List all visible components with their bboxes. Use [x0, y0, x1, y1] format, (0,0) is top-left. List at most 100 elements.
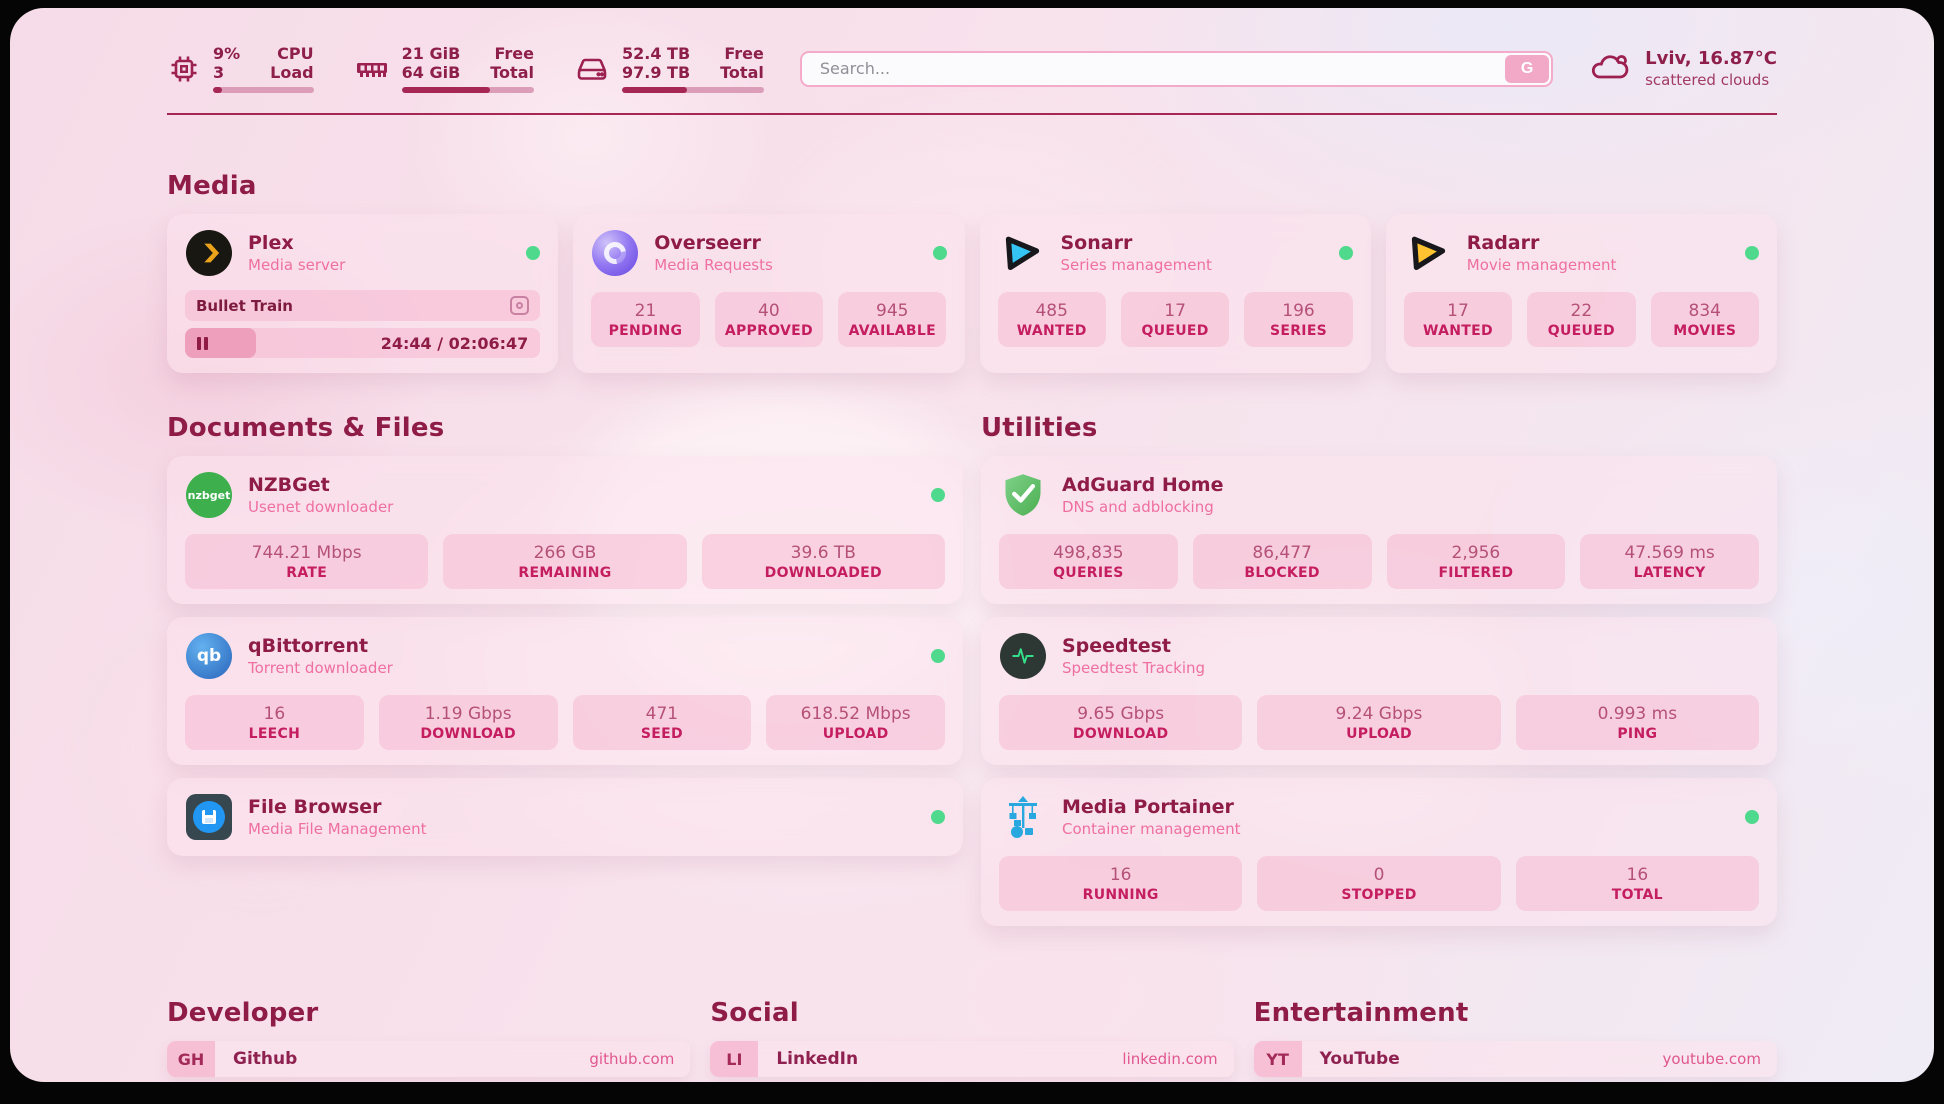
sonarr-icon [998, 229, 1046, 277]
status-dot [1745, 810, 1759, 825]
link-github[interactable]: GH Github github.com [167, 1041, 691, 1078]
link-tag: LI [710, 1041, 759, 1078]
section-title-social: Social [710, 998, 799, 1029]
card-title: AdGuard Home [1062, 474, 1224, 497]
card-subtitle: Container management [1062, 820, 1241, 839]
top-bar: 9% CPU 3 Load [167, 44, 1777, 94]
disk-icon [574, 52, 610, 86]
section-title-media: Media [167, 171, 257, 202]
card-title: Sonarr [1060, 232, 1133, 255]
status-dot [1338, 246, 1353, 261]
disk-free: 52.4 TB [621, 44, 691, 63]
playback-progress: 24:44 / 02:06:47 [185, 328, 541, 359]
search-engine-button[interactable]: G [1505, 54, 1550, 83]
card-subtitle: Media server [248, 256, 346, 275]
status-dot [931, 649, 945, 664]
card-subtitle: Usenet downloader [248, 498, 394, 517]
disk-progress [621, 87, 764, 94]
cloud-icon [1589, 48, 1631, 90]
header-divider [167, 113, 1777, 116]
link-youtube[interactable]: YT YouTube youtube.com [1253, 1041, 1777, 1078]
cpu-label2: Load [270, 63, 314, 83]
weather-location-temp: Lviv, 16.87°C [1645, 48, 1777, 70]
disk-total: 97.9 TB [621, 63, 691, 83]
session-icon [510, 296, 530, 316]
stat-blocked: 86,477 BLOCKED [1192, 534, 1372, 590]
cpu-progress [213, 87, 314, 94]
adguard-icon [999, 471, 1047, 519]
portainer-icon [999, 793, 1047, 841]
ram-widget: 21 GiB Free 64 GiB Total [354, 44, 534, 94]
card-nzbget[interactable]: nzbget NZBGet Usenet downloader 744.21 M… [167, 456, 963, 605]
now-playing-row: Bullet Train [185, 290, 541, 322]
card-title: Plex [248, 232, 294, 255]
stat-stopped: 0 STOPPED [1257, 856, 1501, 912]
search-input[interactable] [799, 50, 1554, 87]
stat-downloaded: 39.6 TB DOWNLOADED [701, 534, 945, 590]
card-title: Overseerr [654, 232, 761, 255]
disk-total-label: Total [720, 63, 764, 83]
radarr-icon [1404, 229, 1452, 277]
link-linkedin[interactable]: LI LinkedIn linkedin.com [710, 1041, 1234, 1078]
card-sonarr[interactable]: Sonarr Series management 485 WANTED 17 QUE… [979, 214, 1371, 374]
card-adguard[interactable]: AdGuard Home DNS and adblocking 498,835 Q… [981, 456, 1777, 605]
stat-ping: 0.993 ms PING [1515, 695, 1759, 751]
ram-free: 21 GiB [401, 44, 461, 63]
search-bar: G [799, 50, 1554, 87]
link-url: youtube.com [1662, 1050, 1761, 1069]
stat-upload: 9.24 Gbps UPLOAD [1257, 695, 1501, 751]
card-title: NZBGet [248, 474, 330, 497]
stat-total: 16 TOTAL [1515, 856, 1759, 912]
now-playing-title: Bullet Train [196, 296, 293, 315]
card-subtitle: Movie management [1466, 256, 1617, 275]
stat-upload: 618.52 Mbps UPLOAD [766, 695, 945, 751]
card-title: Speedtest [1062, 635, 1172, 658]
weather-widget[interactable]: Lviv, 16.87°C scattered clouds [1589, 48, 1777, 90]
stat-approved: 40 APPROVED [714, 292, 824, 348]
stat-movies: 834 MOVIES [1650, 292, 1759, 348]
cpu-label: CPU [277, 44, 314, 63]
link-name: Github [233, 1049, 298, 1070]
status-dot [526, 246, 541, 261]
cpu-widget: 9% CPU 3 Load [167, 44, 314, 94]
stat-running: 16 RUNNING [999, 856, 1243, 912]
card-overseerr[interactable]: Overseerr Media Requests 21 PENDING 40 APP… [573, 214, 965, 374]
card-title: Media Portainer [1062, 796, 1234, 819]
section-title-developer: Developer [167, 998, 319, 1029]
card-qbittorrent[interactable]: qb qBittorrent Torrent downloader 16 LEEC… [167, 617, 963, 766]
stat-latency: 47.569 ms LATENCY [1580, 534, 1759, 590]
ram-icon [354, 52, 390, 86]
card-title: File Browser [248, 796, 382, 819]
dashboard: 9% CPU 3 Load [10, 8, 1934, 1082]
stat-queued: 22 QUEUED [1527, 292, 1636, 348]
status-dot [931, 488, 945, 503]
card-plex[interactable]: Plex Media server Bullet Train [167, 214, 559, 374]
disk-widget: 52.4 TB Free 97.9 TB Total [574, 44, 764, 94]
stat-download: 1.19 Gbps DOWNLOAD [378, 695, 558, 751]
card-radarr[interactable]: Radarr Movie management 17 WANTED 22 QUEUE… [1385, 214, 1777, 374]
link-tag: GH [167, 1041, 215, 1078]
stat-download: 9.65 Gbps DOWNLOAD [999, 695, 1243, 751]
card-portainer[interactable]: Media Portainer Container management 16 R… [981, 778, 1777, 927]
weather-condition: scattered clouds [1645, 71, 1770, 90]
stat-seed: 471 SEED [572, 695, 752, 751]
section-title-documents: Documents & Files [167, 413, 445, 444]
stat-rate: 744.21 Mbps RATE [185, 534, 429, 590]
link-url: github.com [589, 1050, 675, 1069]
card-speedtest[interactable]: Speedtest Speedtest Tracking 9.65 Gbps DO… [981, 617, 1777, 766]
link-tag: YT [1253, 1041, 1302, 1078]
stat-leech: 16 LEECH [185, 695, 364, 751]
card-filebrowser[interactable]: File Browser Media File Management [167, 778, 963, 857]
status-dot [932, 246, 947, 261]
stat-queries: 498,835 QUERIES [999, 534, 1178, 590]
card-subtitle: Torrent downloader [248, 659, 393, 678]
stat-remaining: 266 GB REMAINING [443, 534, 687, 590]
ram-total: 64 GiB [401, 63, 461, 83]
ram-free-label: Free [494, 44, 534, 63]
cpu-value: 9% [213, 44, 241, 63]
card-subtitle: Series management [1060, 256, 1212, 275]
speedtest-icon [999, 632, 1047, 680]
link-name: YouTube [1319, 1049, 1400, 1070]
playback-time: 24:44 / 02:06:47 [380, 333, 529, 353]
stat-queued: 17 QUEUED [1120, 292, 1230, 348]
